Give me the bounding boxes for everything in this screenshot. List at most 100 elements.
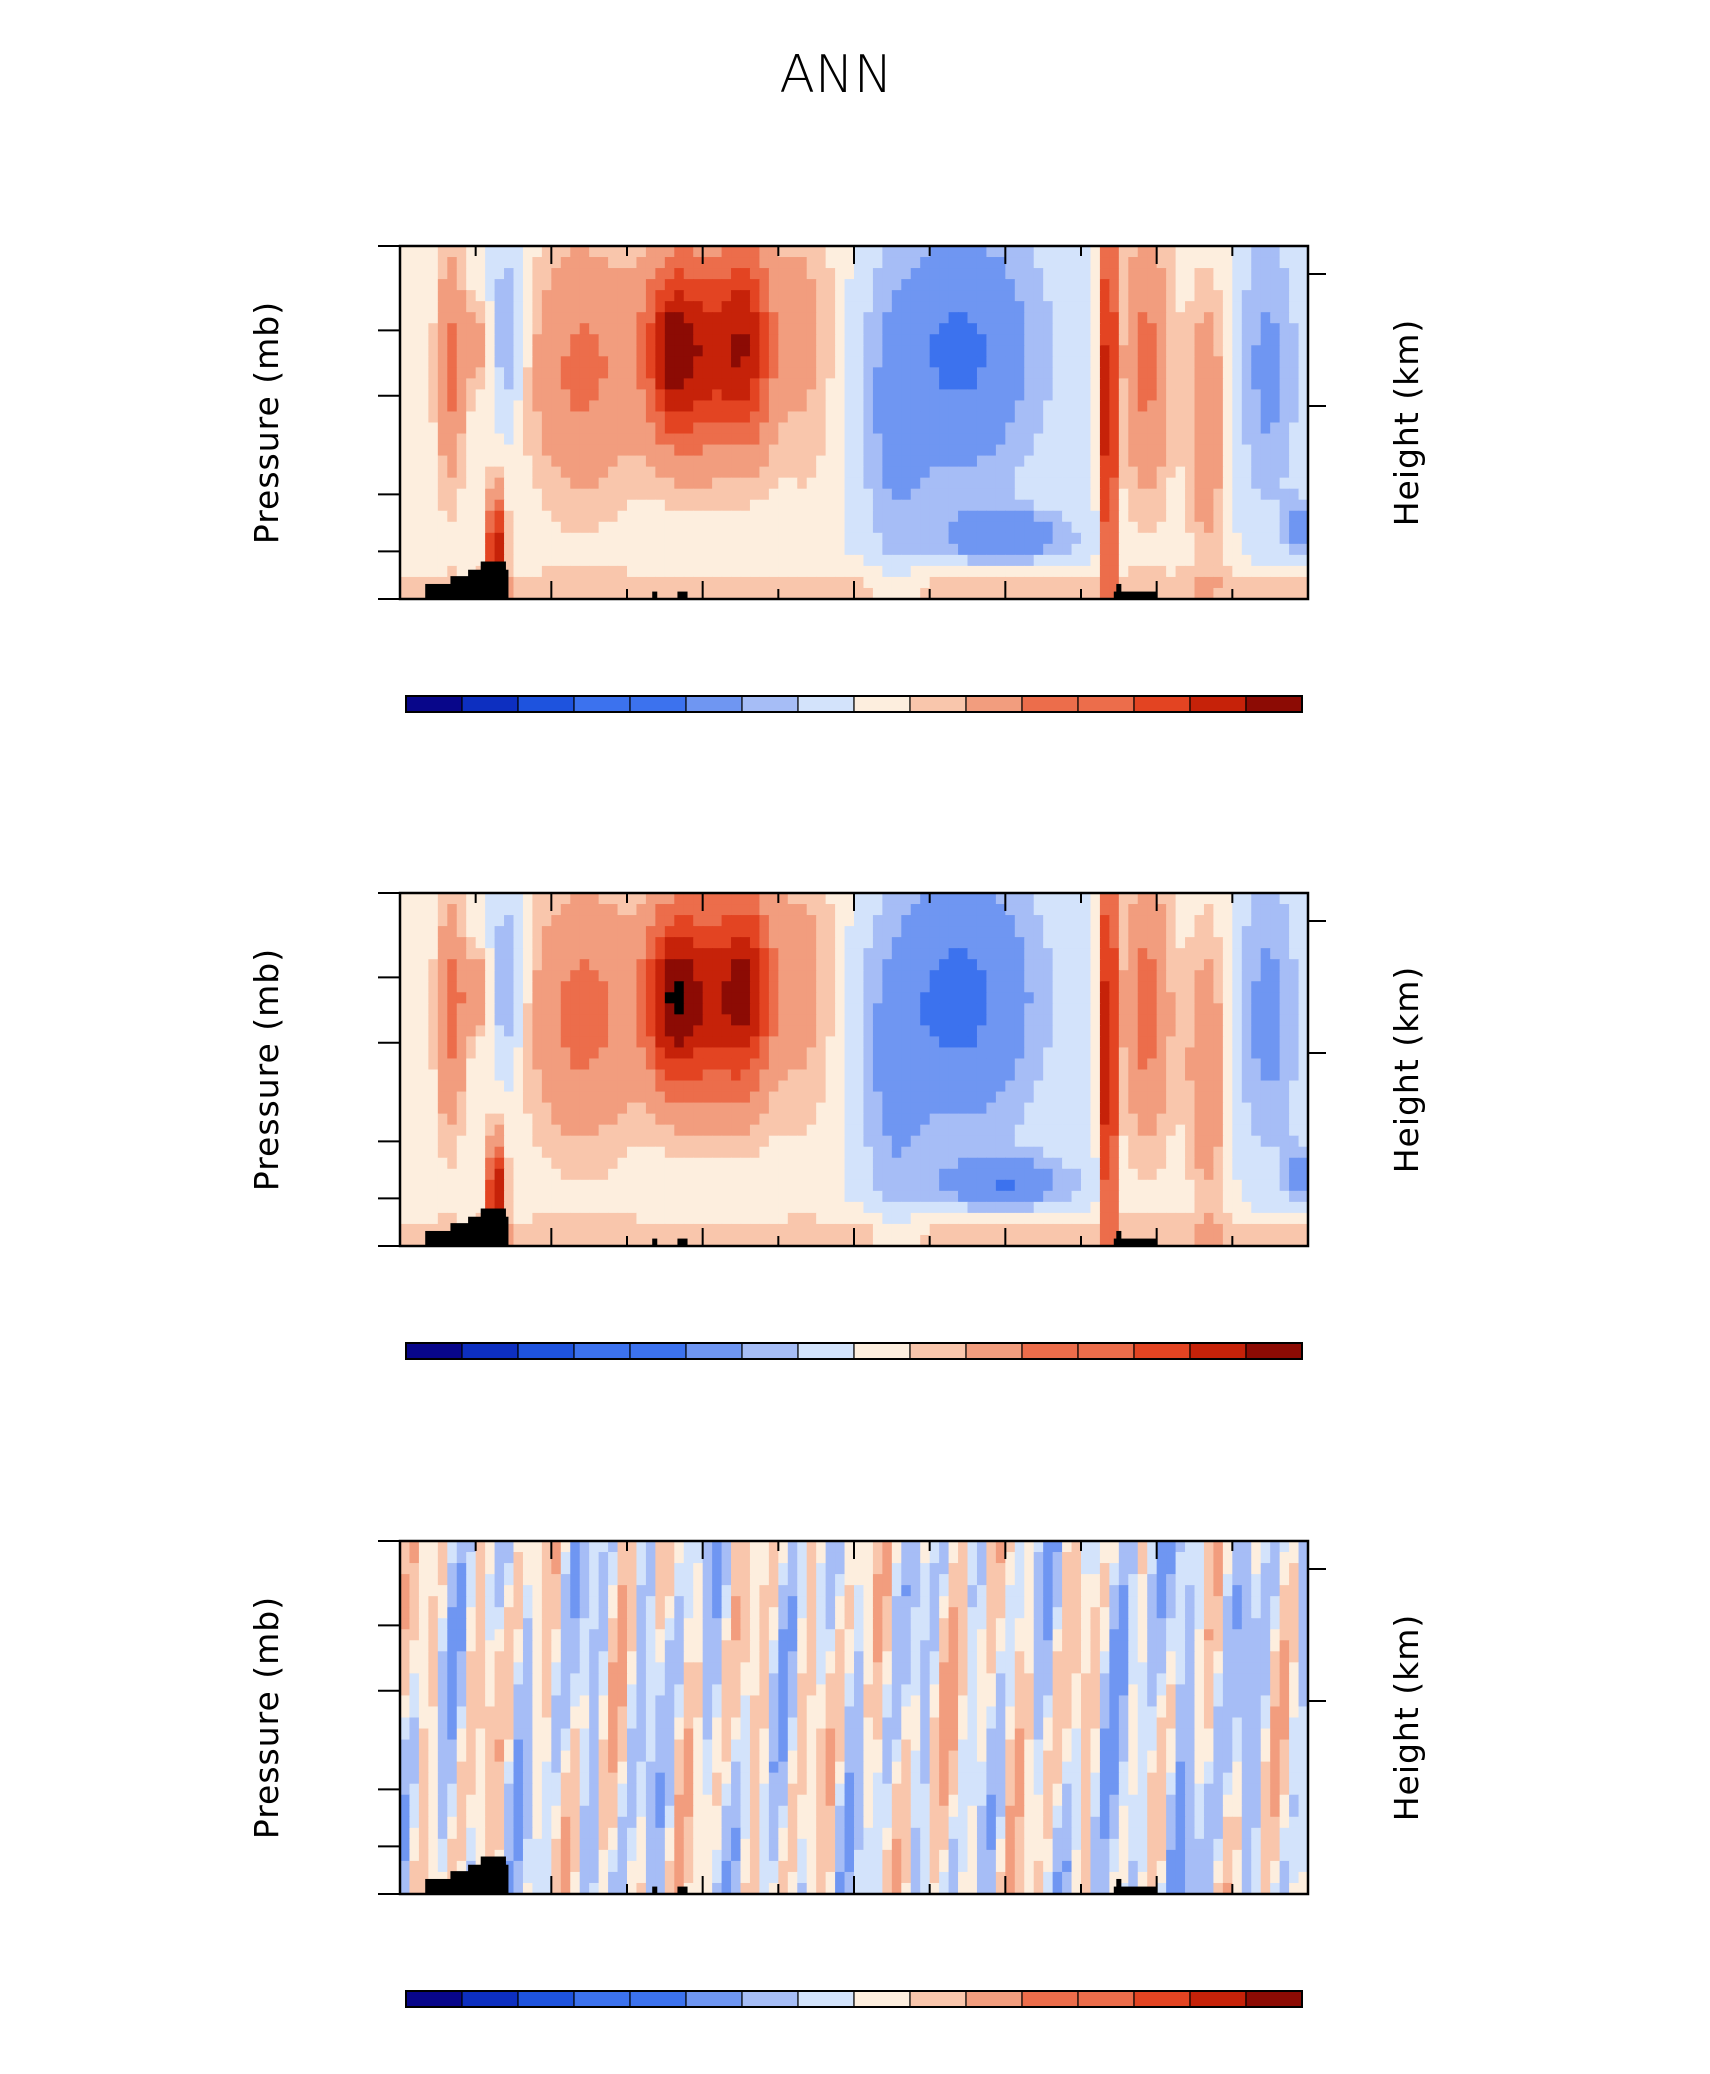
heatmap-cell <box>816 1036 827 1049</box>
heatmap-cell <box>513 1069 524 1082</box>
heatmap-cell <box>447 499 458 512</box>
heatmap-cell <box>1166 904 1177 916</box>
heatmap-cell <box>1024 367 1035 379</box>
heatmap-cell <box>1260 576 1271 589</box>
heatmap-cell <box>958 257 969 269</box>
heatmap-cell <box>1118 532 1129 545</box>
heatmap-cell <box>967 301 978 313</box>
heatmap-cell <box>1232 1091 1243 1104</box>
heatmap-cell <box>1005 422 1016 435</box>
heatmap-cell <box>485 521 496 534</box>
heatmap-cell <box>617 543 628 556</box>
heatmap-cell <box>608 926 619 938</box>
heatmap-cell <box>948 1091 959 1104</box>
heatmap-cell <box>1128 1058 1139 1071</box>
heatmap-cell <box>1062 510 1073 523</box>
heatmap-cell <box>1090 543 1101 556</box>
heatmap-cell <box>749 499 761 512</box>
heatmap-cell <box>504 565 515 578</box>
heatmap-cell <box>418 1080 429 1093</box>
heatmap-cell <box>1109 554 1120 567</box>
heatmap-cell <box>674 488 685 501</box>
heatmap-cell <box>768 356 779 368</box>
heatmap-cell <box>551 1003 562 1015</box>
heatmap-cell <box>976 389 988 402</box>
heatmap-cell <box>778 411 789 424</box>
heatmap-cell <box>683 554 694 567</box>
heatmap-cell <box>400 959 411 971</box>
heatmap-cell <box>1099 937 1110 949</box>
heatmap-cell <box>759 422 770 435</box>
heatmap-cell <box>712 587 723 600</box>
heatmap-cell <box>1260 411 1271 424</box>
heatmap-cell <box>749 323 761 335</box>
heatmap-cell <box>475 554 486 567</box>
heatmap-cell <box>655 1014 666 1026</box>
heatmap-cell <box>655 992 666 1004</box>
heatmap-cell <box>532 937 543 949</box>
heatmap-cell <box>872 1025 883 1038</box>
heatmap-cell <box>1081 981 1092 993</box>
heatmap-cell <box>749 411 761 424</box>
heatmap-cell <box>797 345 808 357</box>
heatmap-cell <box>806 499 817 512</box>
heatmap-cell <box>428 488 439 501</box>
heatmap-cell <box>608 378 619 391</box>
heatmap-cell <box>418 378 429 391</box>
heatmap-cell <box>1118 893 1129 905</box>
heatmap-cell <box>589 367 600 379</box>
heatmap-cell <box>418 1014 429 1026</box>
heatmap-cell <box>579 499 590 512</box>
heatmap-cell <box>627 1014 638 1026</box>
heatmap-cell <box>731 1025 742 1038</box>
heatmap-cell <box>778 444 789 457</box>
heatmap-cell <box>683 400 694 413</box>
heatmap-cell <box>1279 1036 1290 1049</box>
heatmap-cell <box>1109 290 1120 302</box>
heatmap-cell <box>1109 1069 1120 1082</box>
heatmap-cell <box>683 466 694 479</box>
heatmap-cell <box>645 312 656 324</box>
heatmap-cell <box>513 279 524 291</box>
heatmap-cell <box>712 893 723 905</box>
heatmap-cell <box>1251 1047 1262 1060</box>
heatmap-cell <box>778 904 789 916</box>
heatmap-cell <box>995 257 1006 269</box>
heatmap-cell <box>437 268 448 280</box>
heatmap-cell <box>854 246 865 258</box>
heatmap-cell <box>1298 411 1309 424</box>
heatmap-cell <box>617 915 628 927</box>
heatmap-cell <box>1232 576 1243 589</box>
heatmap-cell <box>948 400 959 413</box>
heatmap-cell <box>1289 1069 1300 1082</box>
heatmap-cell <box>721 948 732 960</box>
heatmap-cell <box>447 543 458 556</box>
heatmap-cell <box>1289 411 1300 424</box>
heatmap-cell <box>655 915 666 927</box>
heatmap-cell <box>1298 981 1309 993</box>
heatmap-cell <box>551 992 562 1004</box>
heatmap-cell <box>456 378 467 391</box>
heatmap-cell <box>1232 981 1243 993</box>
heatmap-cell <box>1043 1003 1054 1015</box>
heatmap-cell <box>787 400 798 413</box>
heatmap-cell <box>882 565 893 578</box>
heatmap-cell <box>1194 334 1205 346</box>
heatmap-cell <box>475 1047 486 1060</box>
heatmap-cell <box>1194 521 1205 534</box>
heatmap-cell <box>579 301 590 313</box>
heatmap-cell <box>816 433 827 446</box>
heatmap-cell <box>475 312 486 324</box>
heatmap-cell <box>456 926 467 938</box>
heatmap-cell <box>1298 301 1309 313</box>
heatmap-cell <box>589 345 600 357</box>
heatmap-cell <box>910 510 921 523</box>
heatmap-cell <box>958 959 969 971</box>
heatmap-cell <box>863 301 874 313</box>
heatmap-cell <box>825 1025 836 1038</box>
heatmap-cell <box>749 301 761 313</box>
heatmap-cell <box>428 422 439 435</box>
heatmap-cell <box>787 466 798 479</box>
heatmap-cell <box>1279 893 1290 905</box>
heatmap-cell <box>513 367 524 379</box>
